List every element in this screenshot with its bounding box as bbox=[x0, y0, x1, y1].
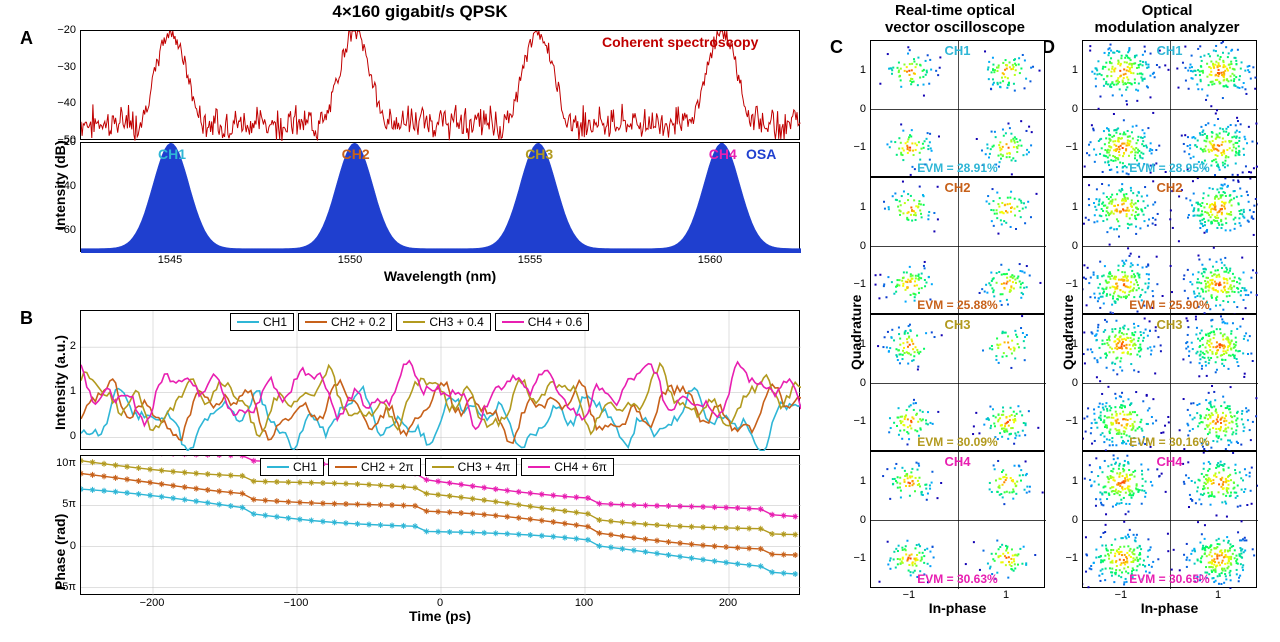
panel-b-xlabel: Time (ps) bbox=[80, 608, 800, 624]
panel-a-xlabel: Wavelength (nm) bbox=[80, 268, 800, 284]
legend-phase: CH1CH2 + 2πCH3 + 4πCH4 + 6π bbox=[260, 458, 614, 476]
osa-anno: OSA bbox=[746, 146, 776, 162]
panel-d-column: Quadrature CH1EVM = 28.95%CH2EVM = 25.90… bbox=[1082, 40, 1257, 620]
col-d-title: Opticalmodulation analyzer bbox=[1062, 2, 1272, 37]
panel-b-intensity bbox=[80, 310, 800, 450]
coherent-anno: Coherent spectroscopy bbox=[602, 34, 758, 50]
constellation-ch4: CH4EVM = 30.63% bbox=[870, 451, 1045, 588]
panel-d-xlabel: In-phase bbox=[1082, 600, 1257, 616]
panel-a-bottom bbox=[80, 142, 800, 252]
constellation-ch1: CH1EVM = 28.91% bbox=[870, 40, 1045, 177]
constellation-ch2: CH2EVM = 25.90% bbox=[1082, 177, 1257, 314]
panel-b-phase bbox=[80, 455, 800, 595]
phase-ylabel: Phase (rad) bbox=[52, 514, 68, 590]
constellation-ch1: CH1EVM = 28.95% bbox=[1082, 40, 1257, 177]
panel-label-b: B bbox=[20, 308, 33, 329]
main-title: 4×160 gigabit/s QPSK bbox=[50, 2, 790, 22]
constellation-ch3: CH3EVM = 30.09% bbox=[870, 314, 1045, 451]
ch-label: CH3 bbox=[525, 146, 553, 162]
legend-intensity: CH1CH2 + 0.2CH3 + 0.4CH4 + 0.6 bbox=[230, 313, 589, 331]
panel-label-a: A bbox=[20, 28, 33, 49]
panel-c-column: Quadrature CH1EVM = 28.91%CH2EVM = 25.88… bbox=[870, 40, 1045, 620]
ch-label: CH2 bbox=[342, 146, 370, 162]
ch-label: CH4 bbox=[709, 146, 737, 162]
constellation-ch3: CH3EVM = 30.16% bbox=[1082, 314, 1257, 451]
panel-a: Intensity (dB) Wavelength (nm) bbox=[80, 30, 800, 280]
panel-c-xlabel: In-phase bbox=[870, 600, 1045, 616]
ch-label: CH1 bbox=[158, 146, 186, 162]
panel-d-ylabel: Quadrature bbox=[1060, 295, 1076, 370]
panel-label-c: C bbox=[830, 37, 843, 58]
panel-c-ylabel: Quadrature bbox=[848, 295, 864, 370]
col-c-title: Real-time opticalvector oscilloscope bbox=[850, 2, 1060, 37]
constellation-ch4: CH4EVM = 30.65% bbox=[1082, 451, 1257, 588]
constellation-ch2: CH2EVM = 25.88% bbox=[870, 177, 1045, 314]
figure-root: 4×160 gigabit/s QPSK Real-time opticalve… bbox=[0, 0, 1280, 642]
